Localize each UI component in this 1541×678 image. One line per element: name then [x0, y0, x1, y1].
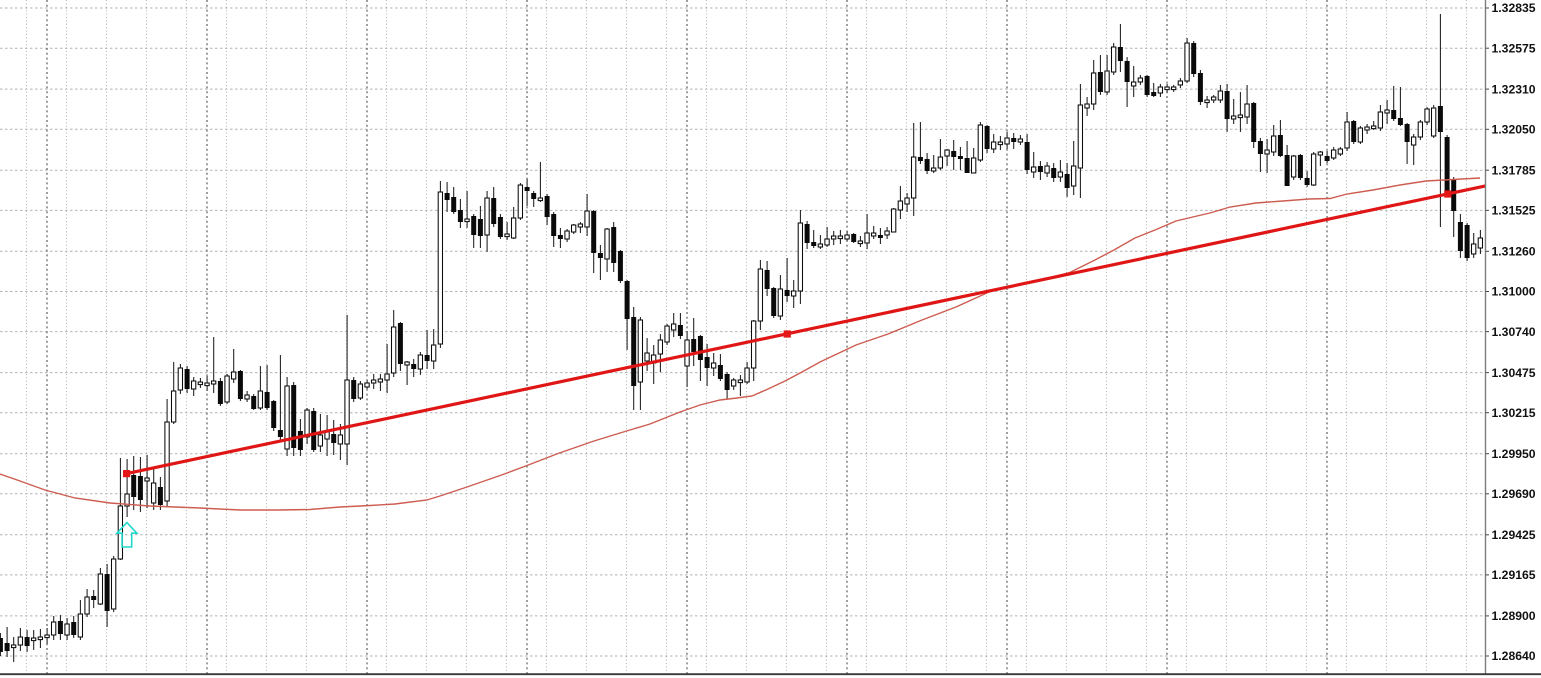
svg-text:1.29165: 1.29165: [1492, 568, 1536, 582]
svg-text:1.29690: 1.29690: [1492, 487, 1536, 501]
svg-text:1.30740: 1.30740: [1492, 325, 1536, 339]
svg-text:1.30475: 1.30475: [1492, 366, 1536, 380]
svg-text:1.29425: 1.29425: [1492, 528, 1536, 542]
svg-text:1.30215: 1.30215: [1492, 406, 1536, 420]
svg-text:1.28640: 1.28640: [1492, 649, 1536, 663]
svg-text:1.32835: 1.32835: [1492, 1, 1536, 15]
svg-text:1.31260: 1.31260: [1492, 245, 1536, 259]
svg-text:1.32575: 1.32575: [1492, 41, 1536, 55]
svg-text:1.28900: 1.28900: [1492, 609, 1536, 623]
svg-text:1.29950: 1.29950: [1492, 447, 1536, 461]
svg-text:1.31525: 1.31525: [1492, 204, 1536, 218]
svg-text:1.32050: 1.32050: [1492, 123, 1536, 137]
svg-text:1.31000: 1.31000: [1492, 285, 1536, 299]
svg-text:1.32310: 1.32310: [1492, 82, 1536, 96]
svg-text:1.31785: 1.31785: [1492, 163, 1536, 177]
